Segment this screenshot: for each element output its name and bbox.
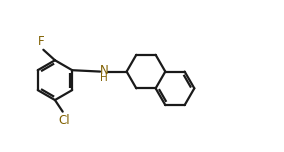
Text: H: H [100, 73, 108, 83]
Text: Cl: Cl [58, 114, 70, 127]
Text: N: N [100, 64, 108, 77]
Text: F: F [38, 35, 45, 48]
